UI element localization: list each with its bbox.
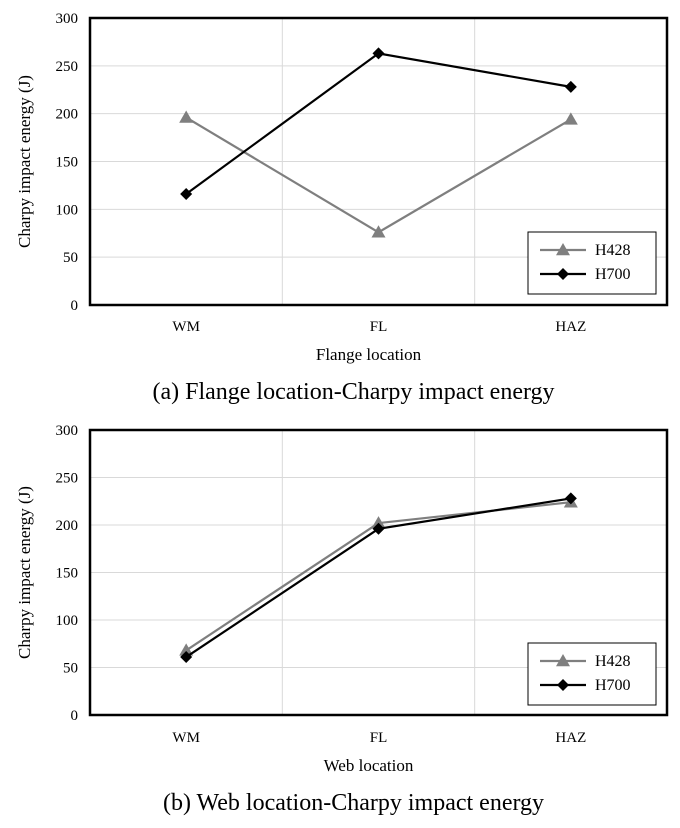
figure-caption: (a) Flange location-Charpy impact energy <box>152 379 554 405</box>
y-tick-label: 200 <box>56 107 79 123</box>
data-point <box>564 492 577 505</box>
legend-label: H700 <box>595 266 631 283</box>
y-tick-label: 150 <box>56 566 79 582</box>
data-point <box>180 651 193 664</box>
series-H700 <box>180 492 577 664</box>
data-point <box>179 110 194 123</box>
data-point <box>563 112 578 125</box>
y-tick-label: 50 <box>63 250 78 266</box>
chart-panel-a: 0 50 100 150 200 250 300 WM FL HAZ Flange location… <box>15 11 669 405</box>
x-tick-label: FL <box>370 730 388 746</box>
y-tick-label: 200 <box>56 518 79 534</box>
data-point <box>372 522 385 535</box>
y-axis-title: Charpy impact energy (J) <box>15 486 34 659</box>
data-point <box>180 188 193 201</box>
plot-area <box>88 428 669 717</box>
series-H700 <box>180 47 577 201</box>
y-tick-label: 100 <box>56 202 79 218</box>
legend-marker <box>556 654 570 667</box>
figure-caption: (b) Web location-Charpy impact energy <box>163 790 544 816</box>
y-tick-label: 250 <box>56 59 79 75</box>
x-tick-label: FL <box>370 319 388 335</box>
legend-label: H428 <box>595 242 631 259</box>
series-H428 <box>179 495 578 656</box>
y-tick-label: 0 <box>71 298 79 314</box>
x-tick-label: HAZ <box>555 319 586 335</box>
series-H428 <box>179 110 578 238</box>
legend-label: H700 <box>595 677 631 694</box>
y-axis-title: Charpy impact energy (J) <box>15 75 34 248</box>
y-tick-label: 100 <box>56 613 79 629</box>
series-line <box>185 52 572 195</box>
data-point <box>372 47 385 60</box>
x-axis-title: Web location <box>324 756 414 775</box>
x-axis-title: Flange location <box>316 345 422 364</box>
x-tick-label: WM <box>172 730 200 746</box>
legend-marker <box>557 268 569 280</box>
legend-label: H428 <box>595 653 631 670</box>
legend-marker <box>556 243 570 256</box>
y-tick-label: 0 <box>71 708 79 724</box>
y-tick-label: 300 <box>56 11 79 27</box>
legend-box <box>527 231 657 295</box>
y-tick-label: 250 <box>56 471 79 487</box>
x-tick-label: WM <box>172 319 200 335</box>
y-tick-label: 50 <box>63 661 78 677</box>
y-tick-label: 150 <box>56 155 79 171</box>
legend-box <box>527 642 657 706</box>
data-point <box>371 225 386 238</box>
plot-area <box>88 16 669 307</box>
legend-marker <box>557 679 569 691</box>
data-point <box>371 516 386 529</box>
x-tick-label: HAZ <box>555 730 586 746</box>
series-line <box>185 116 572 234</box>
data-point <box>564 80 577 93</box>
data-point <box>179 643 194 656</box>
y-tick-label: 300 <box>56 423 79 439</box>
legend: H428 H700 <box>527 231 657 295</box>
legend: H428 H700 <box>527 642 657 706</box>
chart-panel-b: 0 50 100 150 200 250 300 WM FL HAZ Web location Cha… <box>15 423 669 816</box>
